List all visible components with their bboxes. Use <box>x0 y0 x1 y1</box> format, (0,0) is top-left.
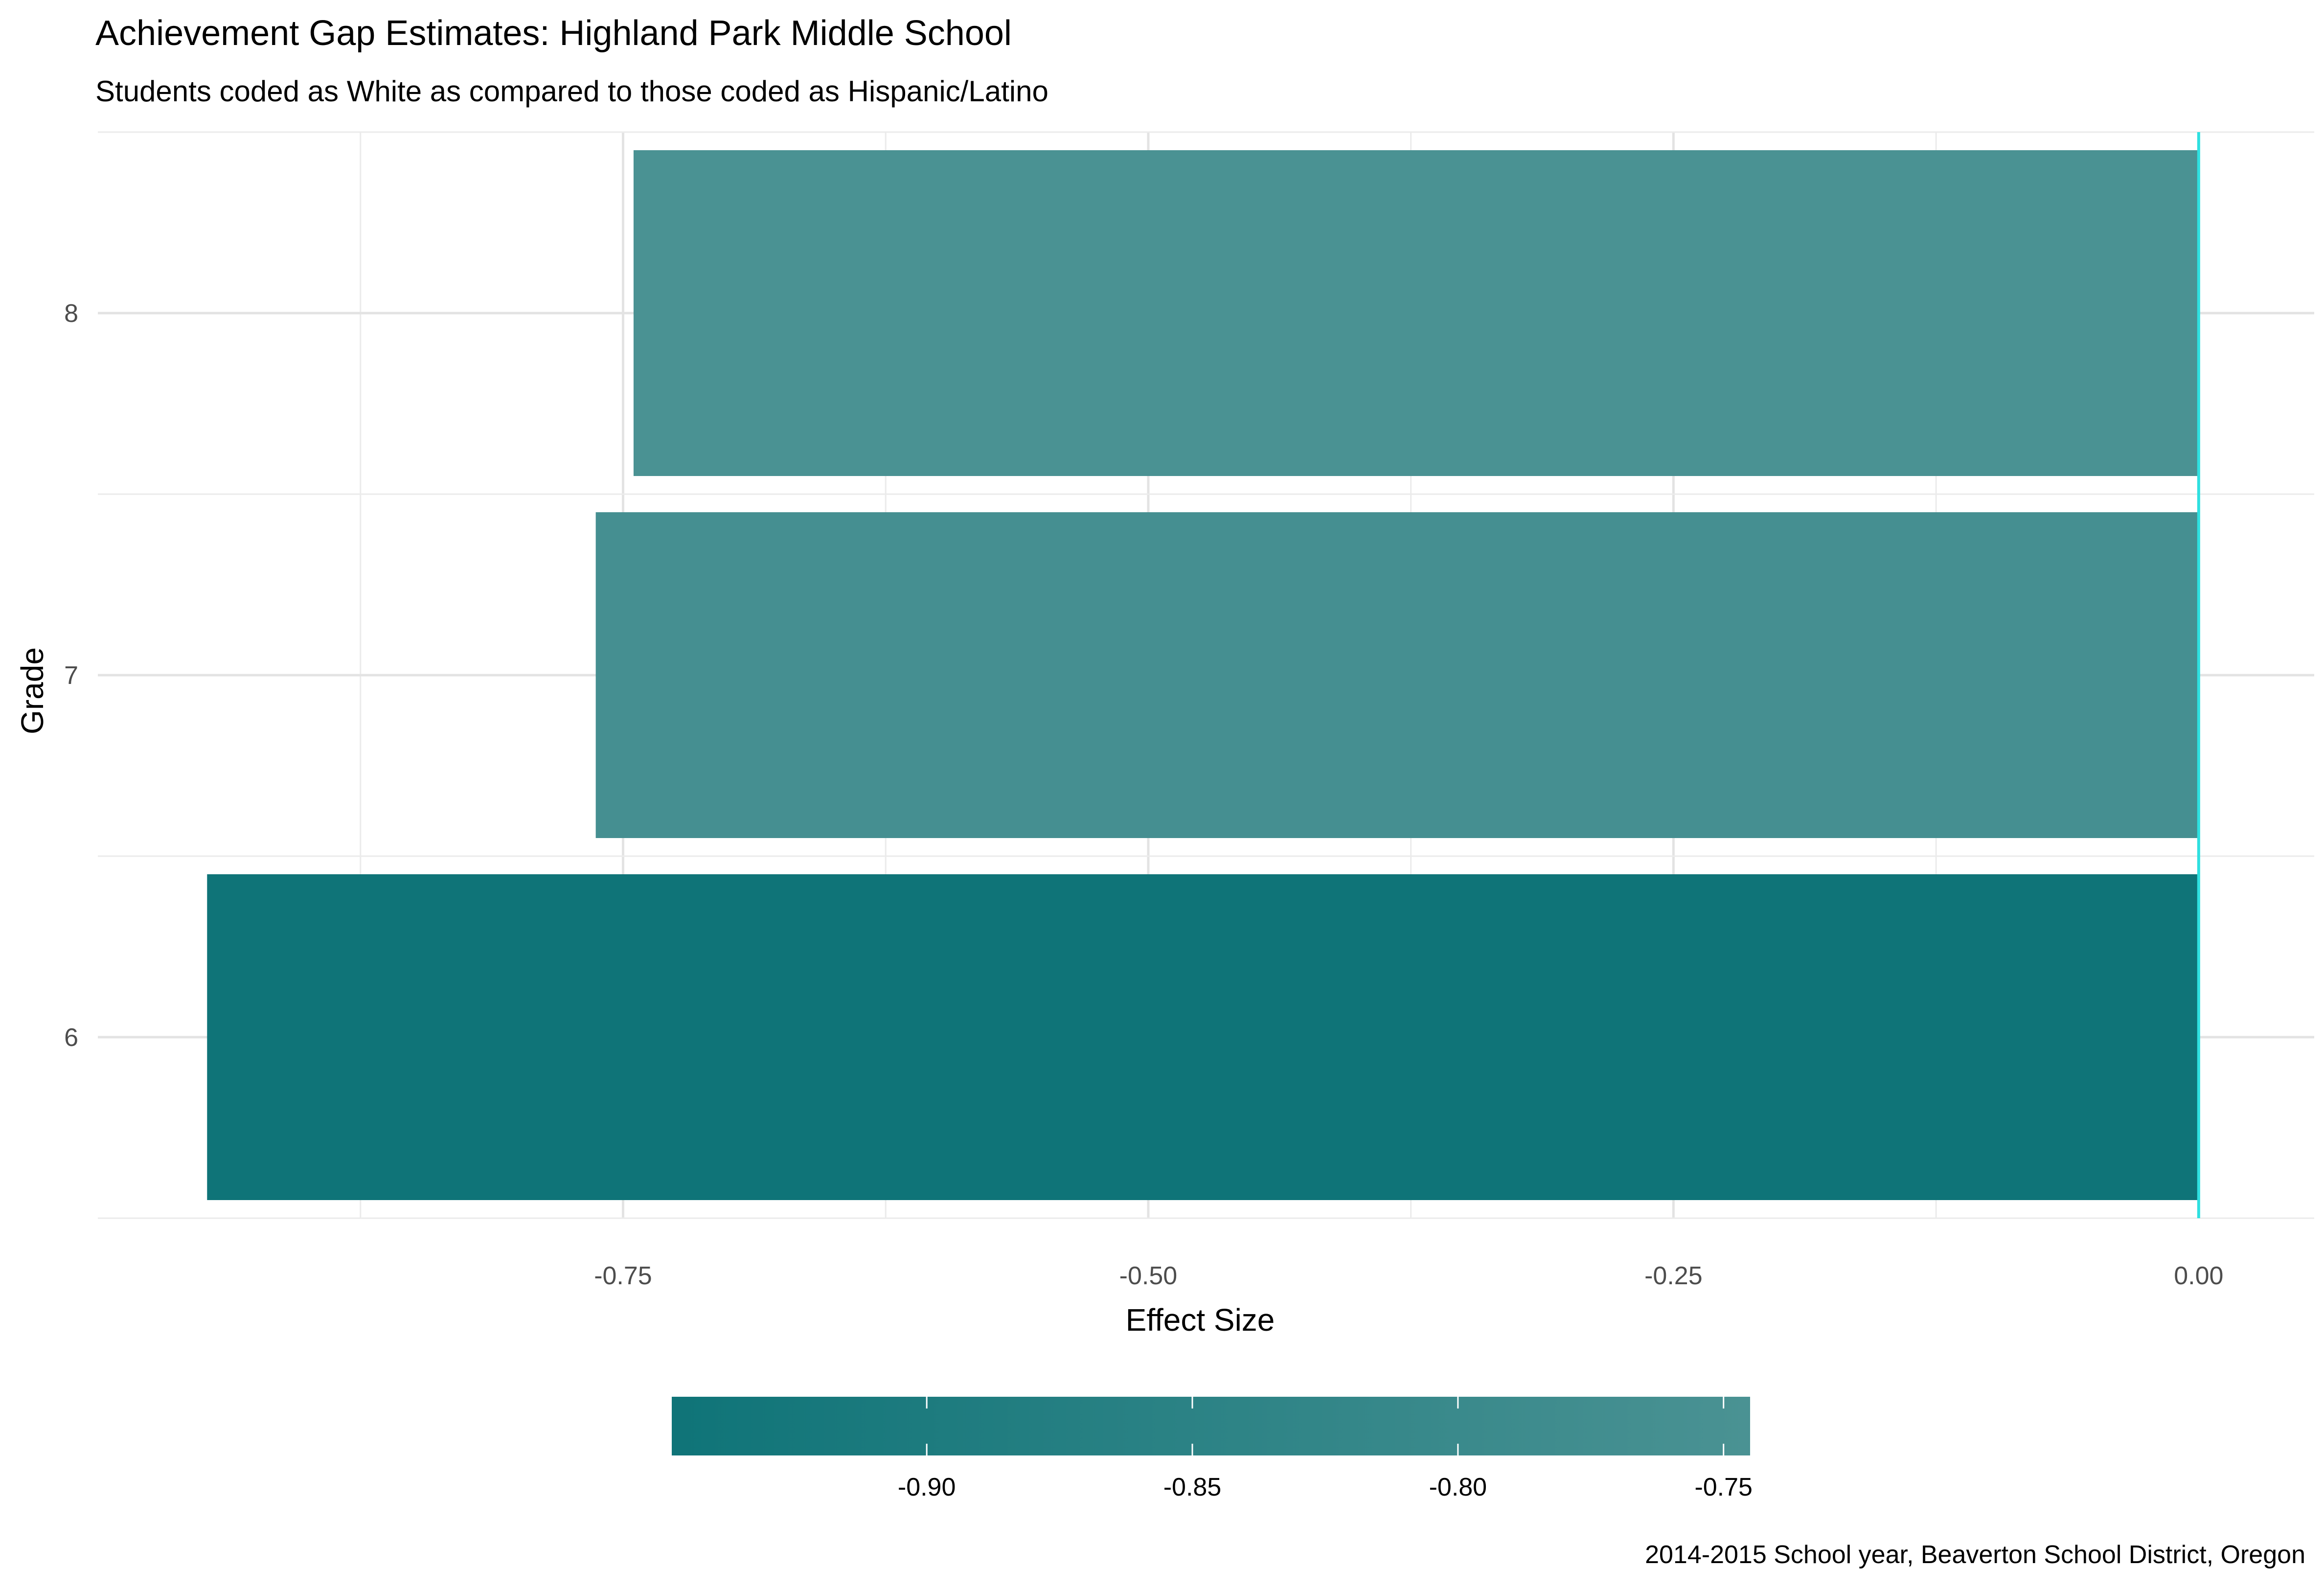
x-tick-label: -0.75 <box>594 1262 652 1290</box>
y-tick-label: 7 <box>64 661 78 690</box>
y-tick-label: 8 <box>64 299 78 328</box>
chart-subtitle: Students coded as White as compared to t… <box>95 75 1048 108</box>
colorbar-tick-label: -0.75 <box>1694 1473 1753 1501</box>
color-legend: -0.90 -0.85 -0.80 -0.75 <box>672 1397 1753 1501</box>
colorbar-tick-label: -0.80 <box>1429 1473 1487 1501</box>
x-tick-label: -0.25 <box>1644 1262 1703 1290</box>
x-axis-title: Effect Size <box>1126 1302 1275 1338</box>
caption: 2014-2015 School year, Beaverton School … <box>1645 1541 2305 1569</box>
y-tick-label: 6 <box>64 1023 78 1052</box>
y-axis-title: Grade <box>15 647 50 734</box>
colorbar-tick-label: -0.90 <box>898 1473 956 1501</box>
chart-title: Achievement Gap Estimates: Highland Park… <box>95 14 1012 53</box>
bar-grade-7 <box>595 512 2199 838</box>
bar-grade-6 <box>207 874 2199 1200</box>
colorbar-tick-label: -0.85 <box>1163 1473 1222 1501</box>
x-tick-label: 0.00 <box>2174 1262 2223 1290</box>
y-axis-ticks: 6 7 8 <box>64 299 78 1052</box>
bar-grade-8 <box>633 150 2199 476</box>
bars <box>207 150 2199 1200</box>
x-axis-ticks: -0.75 -0.50 -0.25 0.00 <box>594 1262 2223 1290</box>
colorbar <box>672 1397 1750 1455</box>
x-tick-label: -0.50 <box>1119 1262 1178 1290</box>
